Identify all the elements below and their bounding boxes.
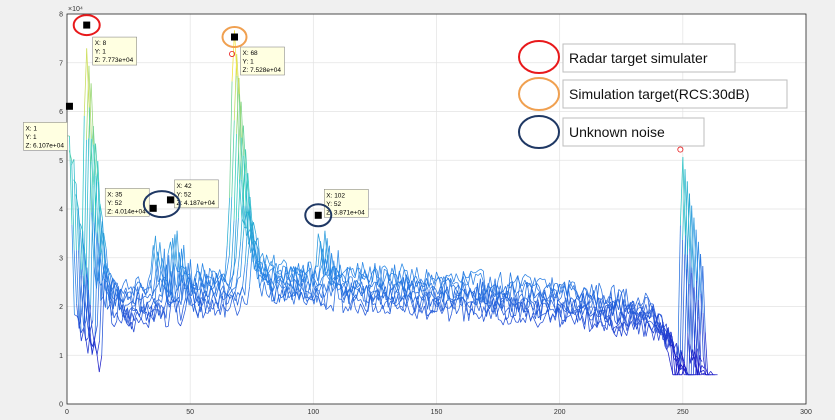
datatip: X: 42Y: 52 Z: 4.187e+04 [166,179,219,209]
series-group [66,30,718,376]
peak-marker [677,146,684,153]
legend-symbol [518,40,560,74]
datatip-text: Y: 1 [95,49,107,56]
datatip: X: 8 Y: 1Z: 7.773e+04 [83,21,137,66]
legend-label: Radar target simulater [569,50,708,66]
datatip-text: Z: 7.773e+04 [95,57,134,64]
tick-labels: 0 50 100 150 200 250 300 0 1 2 3 4 5 6 7 8 [59,12,812,417]
y-tick-label: 0 [59,402,63,409]
datatip-marker [166,196,174,204]
datatip-text: X: 68 [243,50,259,57]
datatip: X: 35 Y: 52Z: 4.014e+04 [104,188,157,217]
y-tick-label: 4 [59,207,63,214]
datatip-text: X: 102 [326,192,345,199]
datatip-text: X: 35 [107,191,123,198]
legend-item: Simulation target(RCS:30dB) [518,77,788,111]
datatip-marker [83,21,91,29]
series-line [66,30,698,376]
annotations [72,14,333,228]
datatips: X: 1Y: 1Z: 6.107e+04X: 8Y: 1Z: 7.773e+04… [23,21,369,219]
datatip-text: Y: 52 [326,201,341,208]
legend-box [562,43,736,73]
datatip-text: X: 1 [25,125,37,132]
y-tick-label: 3 [59,255,63,262]
datatip-text: Z: 3.871e+04 [326,209,365,216]
datatip-text: Z: 4.014e+04 [107,208,146,215]
x-tick-label: 150 [431,409,443,416]
axes-frame [66,13,807,405]
legend-box [562,117,705,147]
x-tick-label: 100 [307,409,319,416]
series-line [77,149,709,376]
y-tick-label: 7 [59,60,63,67]
datatip-marker [231,33,239,41]
x-tick-label: 200 [554,409,566,416]
annotation-noise [304,203,333,228]
datatip-marker [149,204,157,212]
legend-box [562,79,788,109]
y-tick-label: 1 [59,353,63,360]
peak-marker [229,50,236,57]
datatip-box [174,179,219,209]
x-tick-label: 300 [800,409,812,416]
datatip-marker [65,102,73,110]
datatip-box [104,188,150,217]
datatip-text: Z: 7.528e+04 [243,67,282,74]
datatip-box [240,46,285,76]
legend-label: Simulation target(RCS:30dB) [569,86,750,102]
datatip-text: Y: 1 [25,134,37,141]
y-tick-label: 5 [59,158,63,165]
datatip-box [92,36,137,66]
datatip-marker [314,211,322,219]
peak-markers [229,50,684,153]
x-tick-label: 50 [186,409,194,416]
datatip-text: Z: 4.187e+04 [176,200,215,207]
legend: Radar target simulater Simulation target(… [518,40,788,149]
datatip: X: 68 Y: 1Z: 7.528e+04 [231,33,285,76]
y-tick-label: 8 [59,12,63,19]
datatip-text: Z: 6.107e+04 [25,142,64,149]
datatip-text: Y: 52 [176,191,191,198]
y-exponent-label: ×10⁴ [68,6,83,13]
legend-item: Unknown noise [518,115,705,149]
legend-symbol [518,77,560,111]
x-tick-label: 0 [65,409,69,416]
datatip: X: 1 Y: 1Z: 6.107e+04 [23,102,73,151]
y-tick-label: 6 [59,109,63,116]
datatip-box [23,122,68,151]
datatip-text: X: 42 [176,183,192,190]
annotation-simulation [221,26,248,49]
y-tick-label: 2 [59,304,63,311]
annotation-noise [142,190,181,219]
datatip-text: Y: 1 [243,59,255,66]
datatip-text: Y: 52 [107,200,122,207]
x-tick-label: 250 [677,409,689,416]
legend-label: Unknown noise [569,124,665,140]
annotation-radar [72,14,101,37]
legend-symbol [518,115,560,149]
datatip-text: X: 8 [95,40,107,47]
legend-item: Radar target simulater [518,40,736,74]
